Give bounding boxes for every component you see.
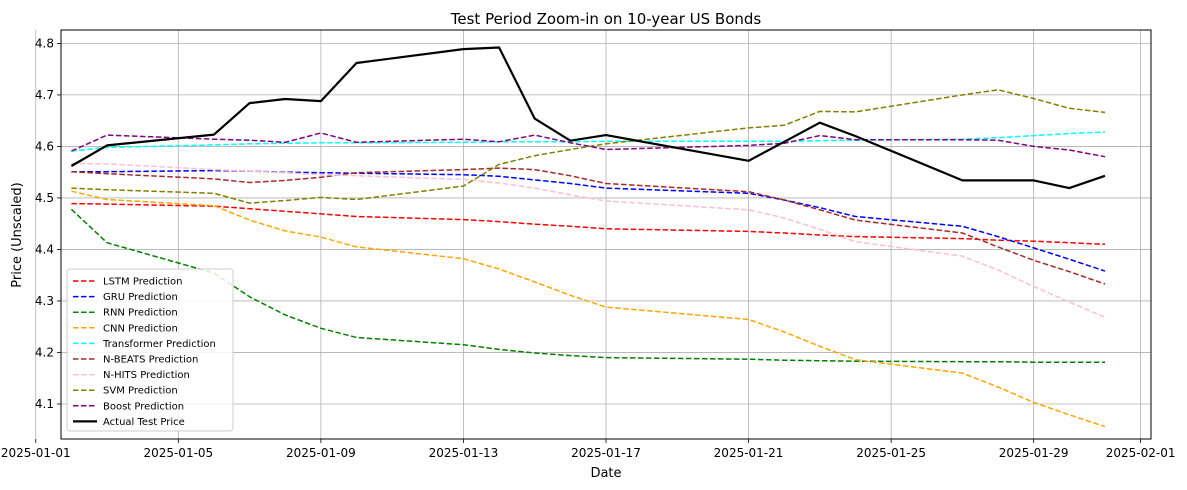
y-axis: 4.1 4.2 4.3 4.4 4.5 4.6 4.7 4.8 xyxy=(35,36,61,411)
x-tick-label: 2025-01-17 xyxy=(571,446,641,460)
legend-label-transformer-prediction: Transformer Prediction xyxy=(102,339,216,350)
y-tick-label: 4.1 xyxy=(35,397,54,411)
series-line-boost-prediction xyxy=(71,132,1106,158)
legend-box xyxy=(66,268,234,432)
x-tick-label: 2025-01-21 xyxy=(714,446,784,460)
legend-label-cnn-prediction: CNN Prediction xyxy=(103,323,178,334)
x-axis-label: Date xyxy=(590,466,621,481)
grid xyxy=(35,30,1151,439)
legend-label-lstm-prediction: LSTM Prediction xyxy=(103,277,183,288)
series-line-actual-test-price xyxy=(70,46,1106,190)
x-tick-label: 2025-01-25 xyxy=(856,446,926,460)
chart-title: Test Period Zoom-in on 10-year US Bonds xyxy=(450,10,762,28)
legend-label-gru-prediction: GRU Prediction xyxy=(103,292,178,303)
x-axis: 2025-01-01 2025-01-05 2025-01-09 2025-01-13… xyxy=(1,439,1176,460)
series-line-n-hits-prediction xyxy=(71,162,1106,319)
legend-label-boost-prediction: Boost Prediction xyxy=(103,401,184,412)
y-tick-label: 4.7 xyxy=(35,88,54,102)
x-tick-label: 2025-01-13 xyxy=(429,446,499,460)
y-tick-label: 4.3 xyxy=(35,294,54,308)
legend: LSTM Prediction GRU Prediction RNN Predict… xyxy=(66,268,234,432)
legend-label-n-beats-prediction: N-BEATS Prediction xyxy=(103,355,198,366)
series-line-n-beats-prediction xyxy=(71,167,1106,285)
series-line-lstm-prediction xyxy=(71,202,1106,246)
series-line-svm-prediction xyxy=(71,89,1106,204)
y-tick-label: 4.4 xyxy=(35,242,54,256)
legend-label-rnn-prediction: RNN Prediction xyxy=(103,308,178,319)
legend-label-n-hits-prediction: N-HITS Prediction xyxy=(103,370,190,381)
series-line-rnn-prediction xyxy=(70,208,1105,363)
y-axis-label: Price (Unscaled) xyxy=(10,182,25,288)
x-tick-label: 2025-01-29 xyxy=(999,446,1069,460)
x-tick-label: 2025-02-01 xyxy=(1106,446,1176,460)
x-tick-label: 2025-01-09 xyxy=(286,446,356,460)
series-lines xyxy=(70,46,1106,428)
y-tick-label: 4.6 xyxy=(35,139,54,153)
x-tick-label: 2025-01-05 xyxy=(143,446,213,460)
legend-label-actual-test-price: Actual Test Price xyxy=(103,417,185,428)
y-tick-label: 4.2 xyxy=(35,345,54,359)
legend-label-svm-prediction: SVM Prediction xyxy=(103,386,178,397)
series-line-cnn-prediction xyxy=(71,190,1106,428)
series-line-gru-prediction xyxy=(71,169,1106,272)
x-tick-label: 2025-01-01 xyxy=(1,446,71,460)
y-tick-label: 4.8 xyxy=(35,36,54,50)
y-tick-label: 4.5 xyxy=(35,191,54,205)
